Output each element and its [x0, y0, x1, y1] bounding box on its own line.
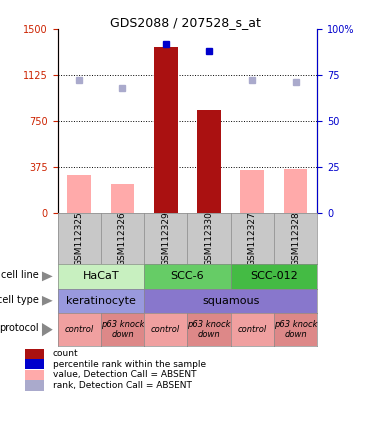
Polygon shape — [42, 296, 53, 305]
Text: p63 knock
down: p63 knock down — [187, 320, 231, 339]
Text: cell line: cell line — [1, 270, 39, 280]
Bar — [197, 110, 221, 213]
Text: control: control — [151, 325, 180, 334]
Text: percentile rank within the sample: percentile rank within the sample — [53, 360, 206, 369]
Bar — [25, 349, 44, 359]
Text: control: control — [238, 325, 267, 334]
Bar — [25, 359, 44, 369]
Text: GSM112327: GSM112327 — [248, 211, 257, 266]
Polygon shape — [42, 271, 53, 281]
Text: value, Detection Call = ABSENT: value, Detection Call = ABSENT — [53, 370, 196, 380]
Text: GSM112330: GSM112330 — [204, 211, 213, 266]
Bar — [67, 175, 91, 213]
Bar — [154, 48, 178, 213]
Text: GSM112328: GSM112328 — [291, 211, 300, 266]
Text: SCC-6: SCC-6 — [171, 271, 204, 281]
Text: GSM112329: GSM112329 — [161, 211, 170, 266]
Text: p63 knock
down: p63 knock down — [101, 320, 144, 339]
Bar — [284, 169, 308, 213]
Bar — [25, 381, 44, 391]
Text: protocol: protocol — [0, 323, 39, 333]
Bar — [240, 170, 264, 213]
Polygon shape — [42, 323, 53, 337]
Bar — [111, 184, 134, 213]
Text: HaCaT: HaCaT — [82, 271, 119, 281]
Text: p63 knock
down: p63 knock down — [274, 320, 317, 339]
Bar — [25, 370, 44, 380]
Text: GSM112325: GSM112325 — [75, 211, 83, 266]
Text: squamous: squamous — [202, 296, 259, 306]
Text: GDS2088 / 207528_s_at: GDS2088 / 207528_s_at — [110, 16, 261, 28]
Text: count: count — [53, 349, 78, 358]
Text: control: control — [65, 325, 94, 334]
Text: keratinocyte: keratinocyte — [66, 296, 136, 306]
Text: rank, Detection Call = ABSENT: rank, Detection Call = ABSENT — [53, 381, 191, 390]
Text: cell type: cell type — [0, 294, 39, 305]
Text: GSM112326: GSM112326 — [118, 211, 127, 266]
Text: SCC-012: SCC-012 — [250, 271, 298, 281]
